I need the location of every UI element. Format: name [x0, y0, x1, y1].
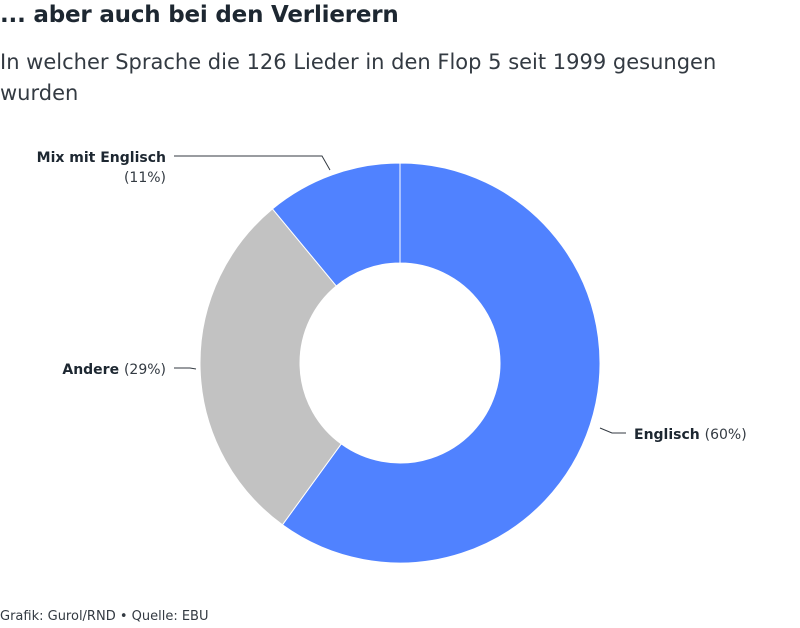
- chart-title: ... aber auch bei den Verlierern: [0, 2, 399, 28]
- leader-line: [174, 155, 331, 171]
- slice-label-englisch: Englisch (60%): [634, 427, 747, 443]
- leader-line: [599, 427, 626, 434]
- slice-value-mix-mit-englisch: (11%): [124, 170, 166, 186]
- chart-subtitle: In welcher Sprache die 126 Lieder in den…: [0, 50, 717, 105]
- slice-andere: [199, 208, 342, 526]
- slice-label-andere: Andere (29%): [62, 362, 166, 378]
- slice-englisch: [281, 162, 601, 564]
- leader-line: [174, 367, 197, 370]
- slice-label-mix-mit-englisch: Mix mit Englisch: [37, 150, 166, 166]
- donut-chart: Englisch (60%) Andere (29%) Mix mit Englis…: [37, 150, 747, 564]
- source-credit: Grafik: Gurol/RND • Quelle: EBU: [0, 609, 209, 624]
- slice-mix-mit-englisch: [271, 162, 401, 287]
